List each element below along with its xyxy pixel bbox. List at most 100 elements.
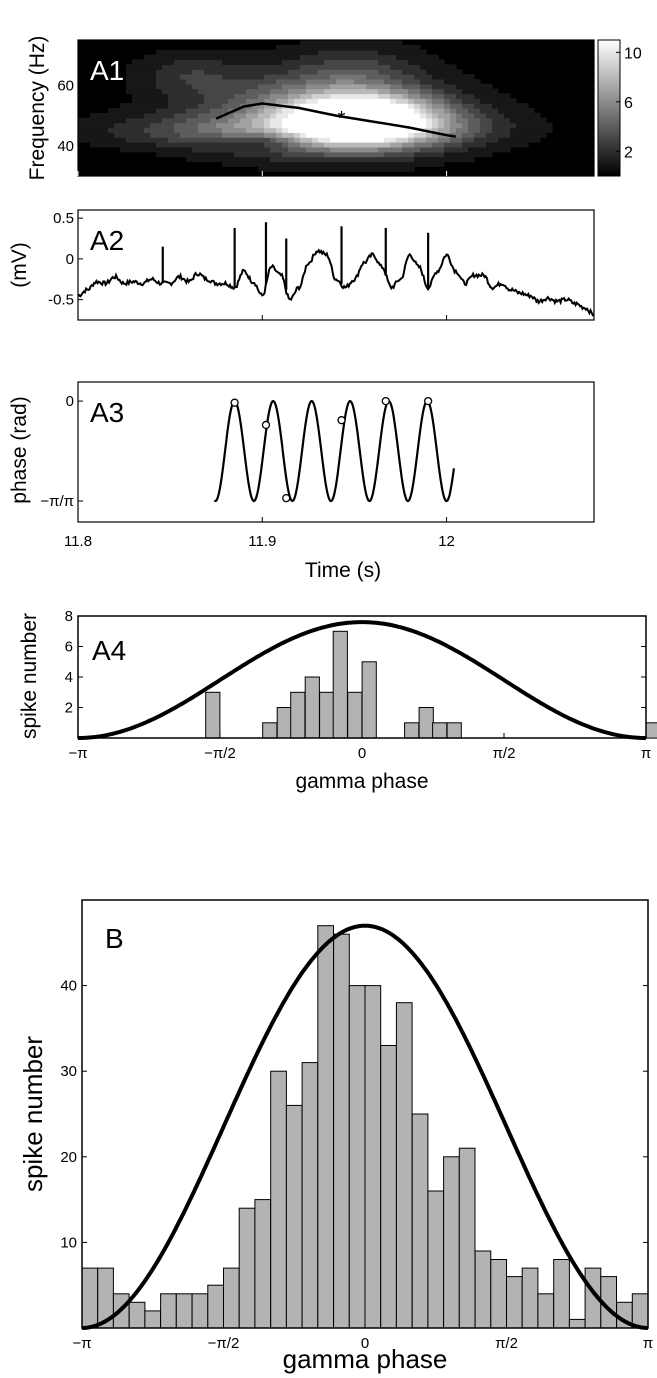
a1-heat-cell — [132, 78, 139, 85]
a1-heat-cell — [276, 127, 283, 133]
a1-heat-cell — [462, 93, 469, 99]
a1-heat-cell — [366, 49, 373, 56]
a1-heat-cell — [150, 74, 157, 80]
a1-heat-cell — [138, 103, 145, 109]
a1-heat-cell — [528, 127, 535, 133]
a1-heat-cell — [438, 64, 445, 70]
a1-heat-cell — [426, 132, 433, 138]
a1-heat-cell — [174, 132, 181, 138]
a1-heat-cell — [150, 146, 157, 153]
b-bar — [474, 1250, 492, 1329]
a1-heat-cell — [264, 74, 271, 80]
a1-heat-cell — [204, 69, 211, 75]
a1-heat-cell — [384, 54, 391, 61]
a1-heat-cell — [132, 108, 139, 114]
a1-heat-cell — [336, 40, 343, 46]
a1-heat-cell — [486, 132, 493, 138]
a3-spike-dot — [282, 493, 291, 503]
a1-heat-cell — [360, 83, 367, 90]
a1-heat-cell — [180, 93, 187, 99]
a1-heat-cell — [246, 112, 253, 119]
a1-heat-cell — [474, 98, 481, 104]
a1-heat-cell — [84, 137, 91, 143]
a1-heat-cell — [300, 166, 307, 172]
a1-heat-cell — [318, 49, 325, 56]
a1-heat-cell — [354, 103, 361, 109]
a1-heat-cell — [342, 108, 349, 114]
a1-heat-cell — [360, 49, 367, 56]
a1-heat-cell — [270, 137, 277, 143]
a1-heat-cell — [426, 64, 433, 70]
a1-heat-cell — [294, 156, 301, 163]
a4-bar — [347, 691, 363, 739]
a1-heat-cell — [384, 103, 391, 109]
a1-heat-cell — [366, 166, 373, 172]
a1-heat-cell — [360, 69, 367, 75]
a3-phase-wave — [213, 399, 455, 503]
a1-heat-cell — [144, 54, 151, 61]
a1-heat-cell — [174, 59, 181, 65]
a1-heat-cell — [234, 59, 241, 65]
a1-heat-cell — [222, 137, 229, 143]
a1-heat-cell — [270, 132, 277, 138]
b-bar — [537, 1293, 555, 1329]
a1-heat-cell — [390, 117, 397, 124]
a1-heat-cell — [300, 127, 307, 133]
a1-heat-cell — [402, 103, 409, 109]
a1-heat-cell — [354, 93, 361, 99]
a1-heat-cell — [330, 122, 337, 129]
a1-heat-cell — [276, 146, 283, 153]
a1-heat-cell — [192, 103, 199, 109]
a1-heat-cell — [438, 122, 445, 129]
a1-heat-cell — [126, 122, 133, 129]
a1-heat-cell — [234, 88, 241, 95]
a1-heat-cell — [156, 142, 163, 148]
a1-heat-cell — [90, 132, 97, 138]
a1-heat-cell — [414, 74, 421, 80]
b-x-axis-label: gamma phase — [283, 1344, 448, 1374]
a1-heat-cell — [390, 78, 397, 85]
panel-a3: A3 0−π/π 11.8 11.9 12 phase (rad) Time (s) — [8, 381, 595, 582]
a1-heat-cell — [234, 108, 241, 114]
a1-heat-cell — [522, 132, 529, 138]
a1-heat-cell — [486, 117, 493, 124]
a1-heat-cell — [234, 112, 241, 119]
a1-heat-cell — [258, 54, 265, 61]
a1-heat-cell — [498, 146, 505, 153]
a3-panel-label: A3 — [90, 397, 124, 428]
a1-heat-cell — [168, 64, 175, 70]
b-xtick-label: −π/2 — [208, 1335, 240, 1352]
a1-heat-cell — [360, 59, 367, 65]
a1-heat-cell — [120, 117, 127, 124]
a1-heat-cell — [336, 122, 343, 129]
a1-heat-cell — [432, 146, 439, 153]
a1-heat-cell — [456, 146, 463, 153]
a1-heat-cell — [282, 117, 289, 124]
a1-heat-cell — [222, 146, 229, 153]
a1-heat-cell — [360, 166, 367, 172]
a1-heat-cell — [384, 142, 391, 148]
a1-heat-cell — [372, 59, 379, 65]
a4-bar — [404, 722, 420, 739]
a1-heat-cell — [90, 117, 97, 124]
a1-heat-cell — [312, 103, 319, 109]
a1-heat-cell — [444, 142, 451, 148]
a1-heat-cell — [186, 137, 193, 143]
a1-heat-cell — [474, 88, 481, 95]
a1-heat-cell — [126, 117, 133, 124]
a1-heat-cell — [354, 151, 361, 158]
a4-bar — [432, 722, 448, 739]
a1-panel-label: A1 — [90, 55, 124, 86]
a1-heat-cell — [390, 64, 397, 70]
a1-heat-cell — [330, 83, 337, 90]
a4-histogram — [205, 630, 657, 739]
b-bar — [348, 985, 366, 1329]
a1-heat-cell — [444, 93, 451, 99]
a1-heat-cell — [432, 156, 439, 163]
a1-heat-cell — [348, 127, 355, 133]
a1-heat-cell — [504, 103, 511, 109]
a1-heat-cell — [360, 112, 367, 119]
a1-heat-cell — [456, 127, 463, 133]
a1-heat-cell — [294, 78, 301, 85]
a1-heat-cell — [354, 98, 361, 104]
